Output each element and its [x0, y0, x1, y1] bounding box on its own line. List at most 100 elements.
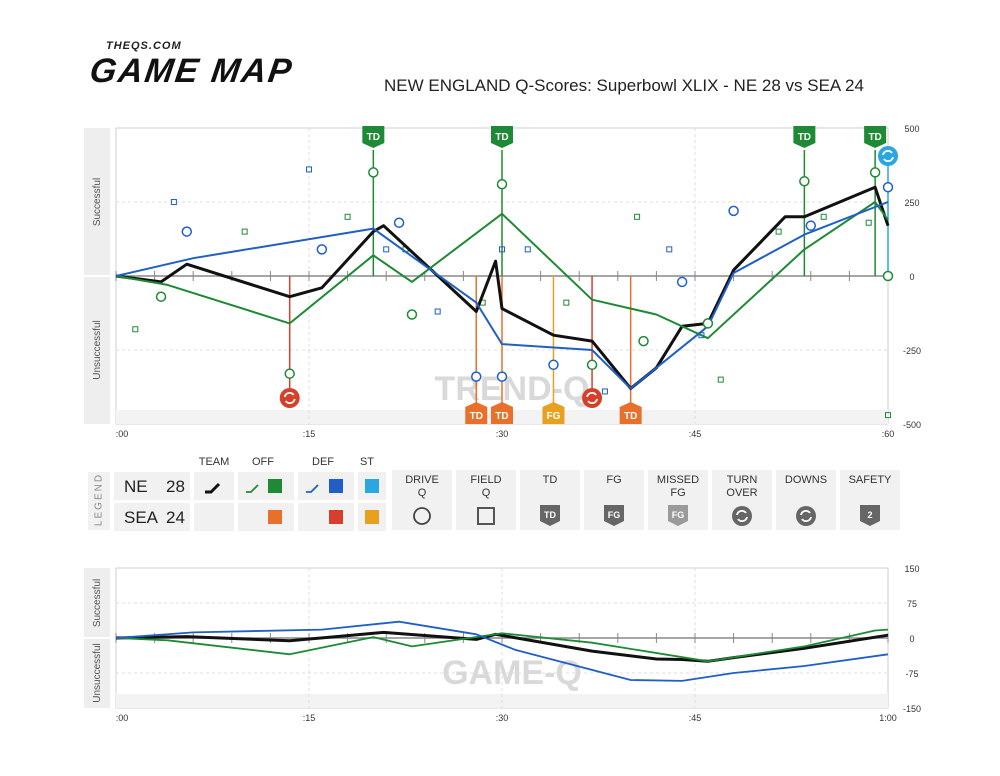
sea-td-badge: TD [619, 402, 642, 424]
ne-td-badge-label: TD [495, 132, 508, 143]
drive-q-marker [181, 226, 193, 237]
legend-header-st: ST [359, 456, 375, 468]
field-q-marker [306, 166, 312, 173]
icon-badge-text: FG [672, 510, 685, 520]
legend-ne-off-swatch [268, 479, 282, 493]
field-q-marker [820, 213, 827, 220]
drive-q-marker [702, 318, 714, 329]
legend-team-score: 28 [166, 477, 185, 496]
field-q-marker [499, 246, 505, 253]
icon-badge-shape [668, 505, 688, 526]
legend-team-line [205, 482, 221, 494]
legend-team-abbr: NE [124, 477, 148, 496]
ne-turnover-icon-disc [878, 146, 898, 166]
legend-icon-label: SAFETY [848, 474, 892, 486]
drive-q-marker [316, 244, 328, 255]
sea-turnover-icon [582, 388, 603, 408]
sea-td-badge: TD [491, 402, 513, 424]
legend-team-abbr: SEA [124, 508, 159, 527]
legend-header-off: OFF [252, 456, 274, 468]
sea-turnover-icon-disc [279, 388, 300, 408]
legend: LEGEND TEAM OFF DEF ST NE 28 SEA 24 DRIVE Q FIELD … [88, 452, 900, 544]
sea-td-badge-label: TD [624, 411, 637, 422]
legend-line-swatches [205, 482, 319, 494]
sea-fg-badge-shape [542, 402, 565, 424]
ne-td-badge-label: TD [868, 132, 881, 143]
game-series-line-off [115, 628, 889, 663]
drive-q-marker [548, 359, 559, 371]
fg-badge-icon: FG [604, 505, 624, 526]
x-tick-label: :00 [116, 429, 129, 439]
y-label-successful: Successful [92, 178, 103, 226]
drive-q-marker [676, 276, 688, 288]
field-q-marker [434, 308, 441, 315]
field-q-marker [524, 246, 531, 253]
sea-td-badge-shape [465, 402, 488, 424]
field-q-square-icon [477, 507, 495, 525]
game-q-chart: Successful Unsuccessful 150 75 0 -75 -150:00:1… [84, 564, 921, 723]
y-tick-label: 0 [909, 634, 914, 644]
field-q-marker [170, 199, 177, 205]
y-tick-label: 0 [909, 272, 914, 282]
ne-td-badge-shape [362, 126, 385, 148]
legend-icon-label: FG [606, 474, 622, 486]
legend-sea-off-swatch [268, 510, 282, 524]
downs-icon [796, 506, 816, 526]
y-tick-label: -75 [905, 669, 918, 679]
drive-q-marker [496, 178, 508, 190]
field-q-marker [666, 246, 673, 253]
drive-q-marker [805, 220, 817, 231]
sea-turnover-icon-arrows [283, 392, 296, 404]
field-q-marker [601, 388, 608, 395]
x-tick-label: :30 [496, 713, 509, 723]
legend-icon-label: TURN OVER [726, 474, 758, 499]
td-badge-icon: TD [540, 505, 560, 526]
x-tick-label: :30 [496, 429, 509, 439]
field-q-marker [717, 376, 724, 383]
icon-disc [796, 506, 816, 526]
trend-q-chart: Successful Unsuccessful 500 250 0 -250 -500:00… [84, 124, 921, 439]
icon-arrows [800, 510, 812, 522]
legend-ne-def-swatch [329, 479, 343, 493]
field-q-marker [241, 228, 248, 235]
safety-badge-icon: 2 [860, 505, 880, 526]
legend-off-line [246, 484, 259, 493]
legend-ne-st-swatch [365, 479, 379, 493]
ne-td-badge: TD [362, 126, 385, 148]
field-q-marker [865, 219, 872, 226]
brand-site: THEQS.COM [106, 40, 182, 52]
legend-off-cell [238, 472, 294, 500]
legend-off-cell [238, 503, 294, 531]
sea-td-badge-label: TD [470, 411, 483, 422]
missed-fg-badge-icon: FG [668, 505, 688, 526]
legend-icon-label: MISSED FG [656, 474, 700, 499]
ne-turnover-icon [878, 146, 898, 166]
drive-q-marker [284, 368, 295, 379]
y-tick-label: 500 [904, 124, 919, 134]
drive-q-marker [155, 291, 167, 302]
icon-badge-shape [604, 505, 624, 526]
field-q-marker [885, 412, 891, 419]
y-tick-label: 150 [904, 564, 919, 574]
field-q-marker [634, 213, 641, 220]
drive-q-marker [728, 205, 739, 217]
legend-sea-st-swatch [365, 510, 379, 524]
drive-q-marker [368, 167, 379, 178]
drive-q-marker [869, 167, 881, 178]
x-tick-label: :45 [689, 429, 702, 439]
sea-fg-badge-label: FG [547, 411, 561, 422]
sea-td-badge-shape [619, 402, 642, 424]
drive-q-marker [406, 309, 418, 320]
x-tick-label: :15 [303, 429, 316, 439]
y-tick-label: 75 [907, 599, 917, 609]
icon-disc [732, 506, 752, 526]
field-q-marker [383, 246, 390, 253]
y-tick-label: -250 [903, 346, 921, 356]
field-q-marker [132, 326, 139, 333]
field-q-square [477, 507, 495, 525]
ne-td-badge: TD [491, 126, 513, 148]
ne-td-badge-shape [793, 126, 816, 148]
ne-td-badge-label: TD [798, 132, 811, 143]
icon-badge-text: TD [544, 510, 556, 520]
legend-icon-cell [456, 470, 516, 530]
